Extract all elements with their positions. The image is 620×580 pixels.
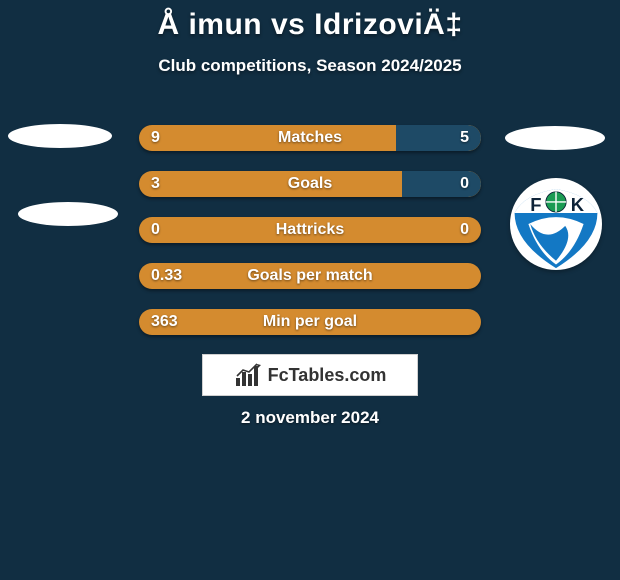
stat-label: Min per goal: [139, 309, 481, 335]
left-team-badges: [8, 124, 118, 226]
comparison-bars: 95Matches 30Goals 00Hattricks 0.33Goals per…: [139, 125, 481, 355]
club-crest-svg: F K 1922: [510, 178, 602, 270]
page-subtitle: Club competitions, Season 2024/2025: [0, 56, 620, 76]
stat-row-goals-per-match: 0.33Goals per match: [139, 263, 481, 289]
club-crest: F K 1922: [510, 178, 602, 270]
right-team-badge-ellipse: [505, 126, 605, 150]
stat-row-goals: 30Goals: [139, 171, 481, 197]
svg-text:K: K: [571, 194, 585, 215]
stat-label: Hattricks: [139, 217, 481, 243]
fctables-icon: [234, 362, 262, 388]
stat-row-matches: 95Matches: [139, 125, 481, 151]
stat-row-hattricks: 00Hattricks: [139, 217, 481, 243]
left-team-badge-2: [18, 202, 118, 226]
stat-row-min-per-goal: 363Min per goal: [139, 309, 481, 335]
left-team-badge-1: [8, 124, 112, 148]
stat-label: Goals: [139, 171, 481, 197]
svg-text:F: F: [530, 194, 541, 215]
fctables-watermark: FcTables.com: [202, 354, 418, 396]
stat-label: Goals per match: [139, 263, 481, 289]
snapshot-date: 2 november 2024: [0, 408, 620, 428]
fctables-label: FcTables.com: [268, 365, 387, 386]
right-team-ellipse-wrap: [505, 126, 605, 150]
stat-label: Matches: [139, 125, 481, 151]
page-title: Å imun vs IdrizoviÄ‡: [0, 0, 620, 42]
